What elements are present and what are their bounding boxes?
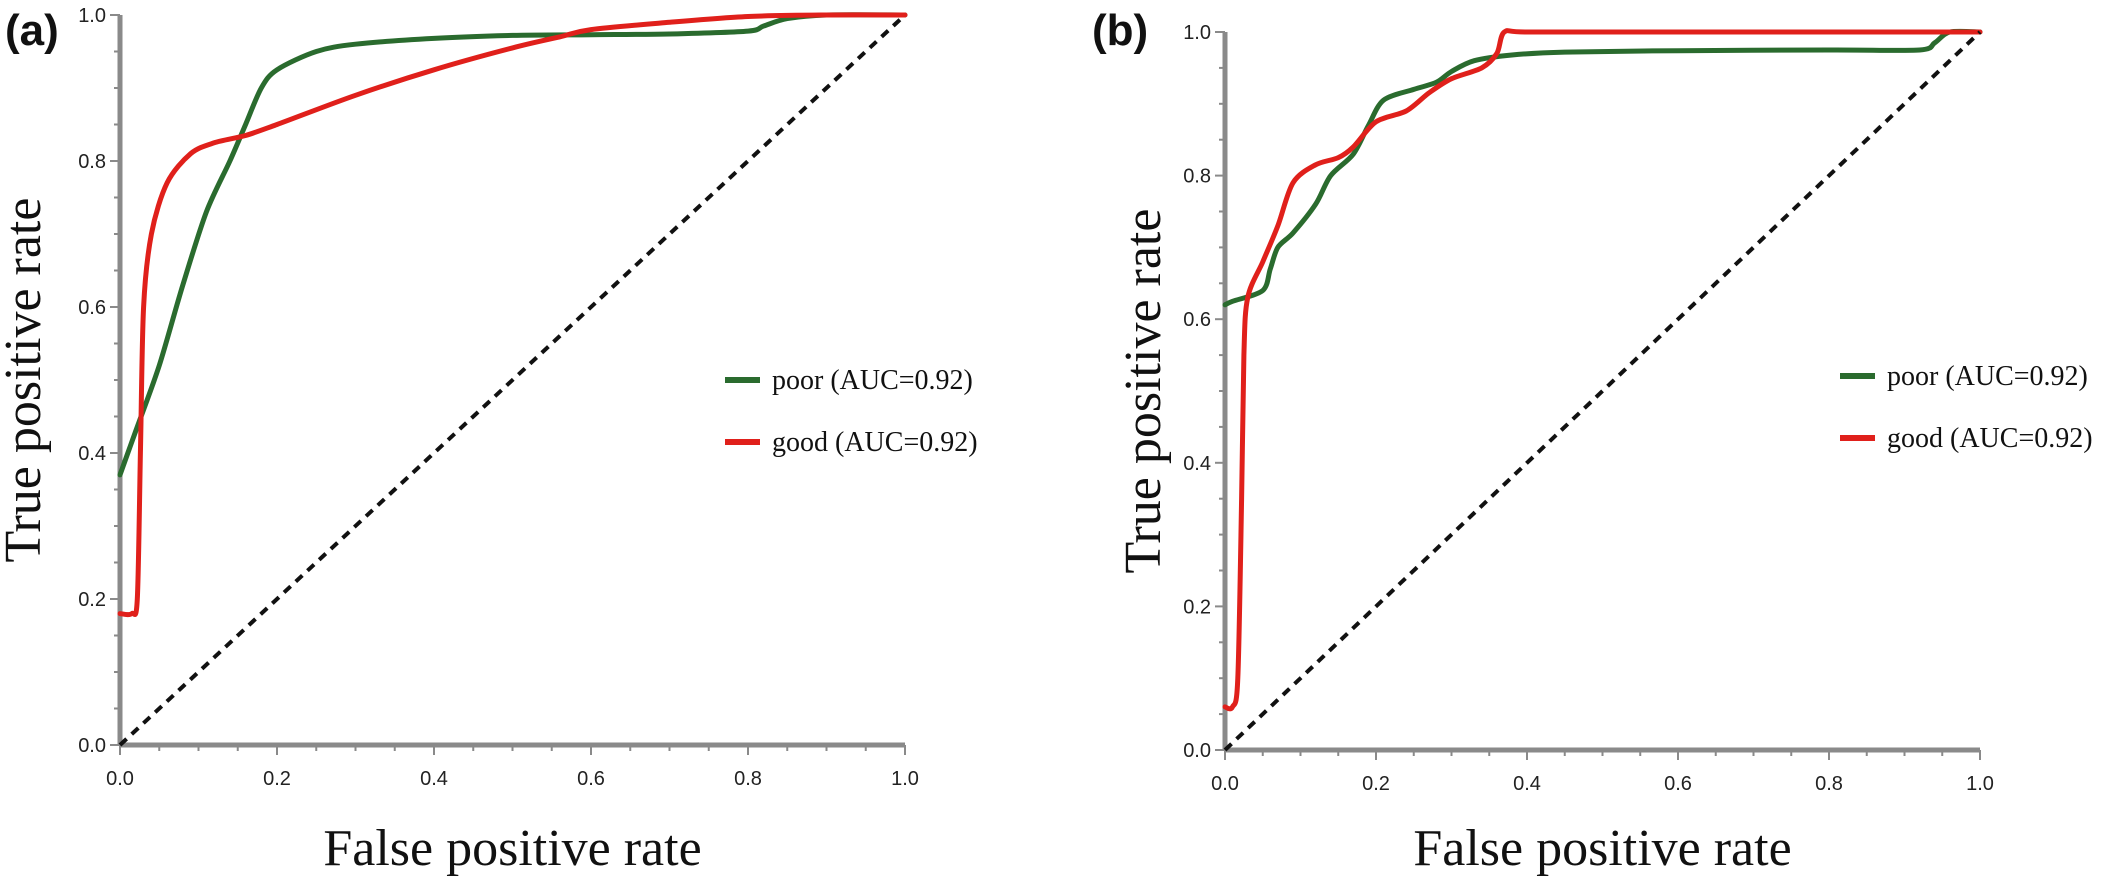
y-tick-label: 0.6: [78, 297, 106, 319]
y-tick-label: 0.8: [1183, 166, 1211, 188]
series-line: [117, 12, 908, 478]
x-tick-label: 0.4: [1513, 773, 1541, 795]
y-tick-label: 1.0: [1183, 22, 1211, 44]
x-tick-label: 0.4: [420, 768, 448, 790]
panel-label: (b): [1092, 6, 1148, 55]
legend-label: poor (AUC=0.92): [1887, 361, 2088, 392]
y-tick-label: 0.6: [1183, 309, 1211, 331]
x-tick-label: 0.6: [1664, 773, 1692, 795]
series-line: [1222, 28, 1983, 712]
x-tick-label: 0.2: [1362, 773, 1390, 795]
x-axis-title: False positive rate: [1413, 820, 1791, 877]
x-axis-title: False positive rate: [323, 820, 701, 877]
x-tick-label: 0.0: [1211, 773, 1239, 795]
x-tick-label: 0.2: [263, 768, 291, 790]
diagonal-reference-line: [1223, 30, 1982, 752]
y-axis-title: True positive rate: [0, 198, 52, 563]
y-tick-label: 0.4: [1183, 453, 1211, 475]
y-tick-label: 1.0: [78, 5, 106, 27]
chart-panel: (b) 0.0 0.2 0.4 0.6 0.8 1.0 0.0 0.2 0.4 0.6 0.8 1.0 F…: [1092, 6, 2093, 877]
x-tick-label: 0.0: [106, 768, 134, 790]
y-tick-label: 0.8: [78, 151, 106, 173]
diagonal-reference-line: [118, 13, 907, 747]
legend-label: poor (AUC=0.92): [772, 365, 973, 396]
x-tick-label: 1.0: [1966, 773, 1994, 795]
y-axis-title: True positive rate: [1115, 209, 1172, 574]
y-tick-label: 0.4: [78, 443, 106, 465]
legend-label: good (AUC=0.92): [1887, 423, 2093, 454]
series-line: [117, 12, 908, 618]
series-line: [1222, 28, 1983, 308]
y-tick-label: 0.0: [78, 735, 106, 757]
chart-panel: (a) 0.0 0.2 0.4 0.6 0.8 1.0 0.0 0.2 0.4 0.6 0.8 1.0 F…: [0, 5, 978, 877]
x-tick-label: 0.8: [1815, 773, 1843, 795]
y-tick-label: 0.2: [78, 589, 106, 611]
x-tick-label: 0.6: [577, 768, 605, 790]
x-tick-label: 0.8: [734, 768, 762, 790]
x-tick-label: 1.0: [891, 768, 919, 790]
y-tick-label: 0.0: [1183, 740, 1211, 762]
y-tick-label: 0.2: [1183, 596, 1211, 618]
panel-label: (a): [5, 6, 59, 55]
legend-label: good (AUC=0.92): [772, 427, 978, 458]
